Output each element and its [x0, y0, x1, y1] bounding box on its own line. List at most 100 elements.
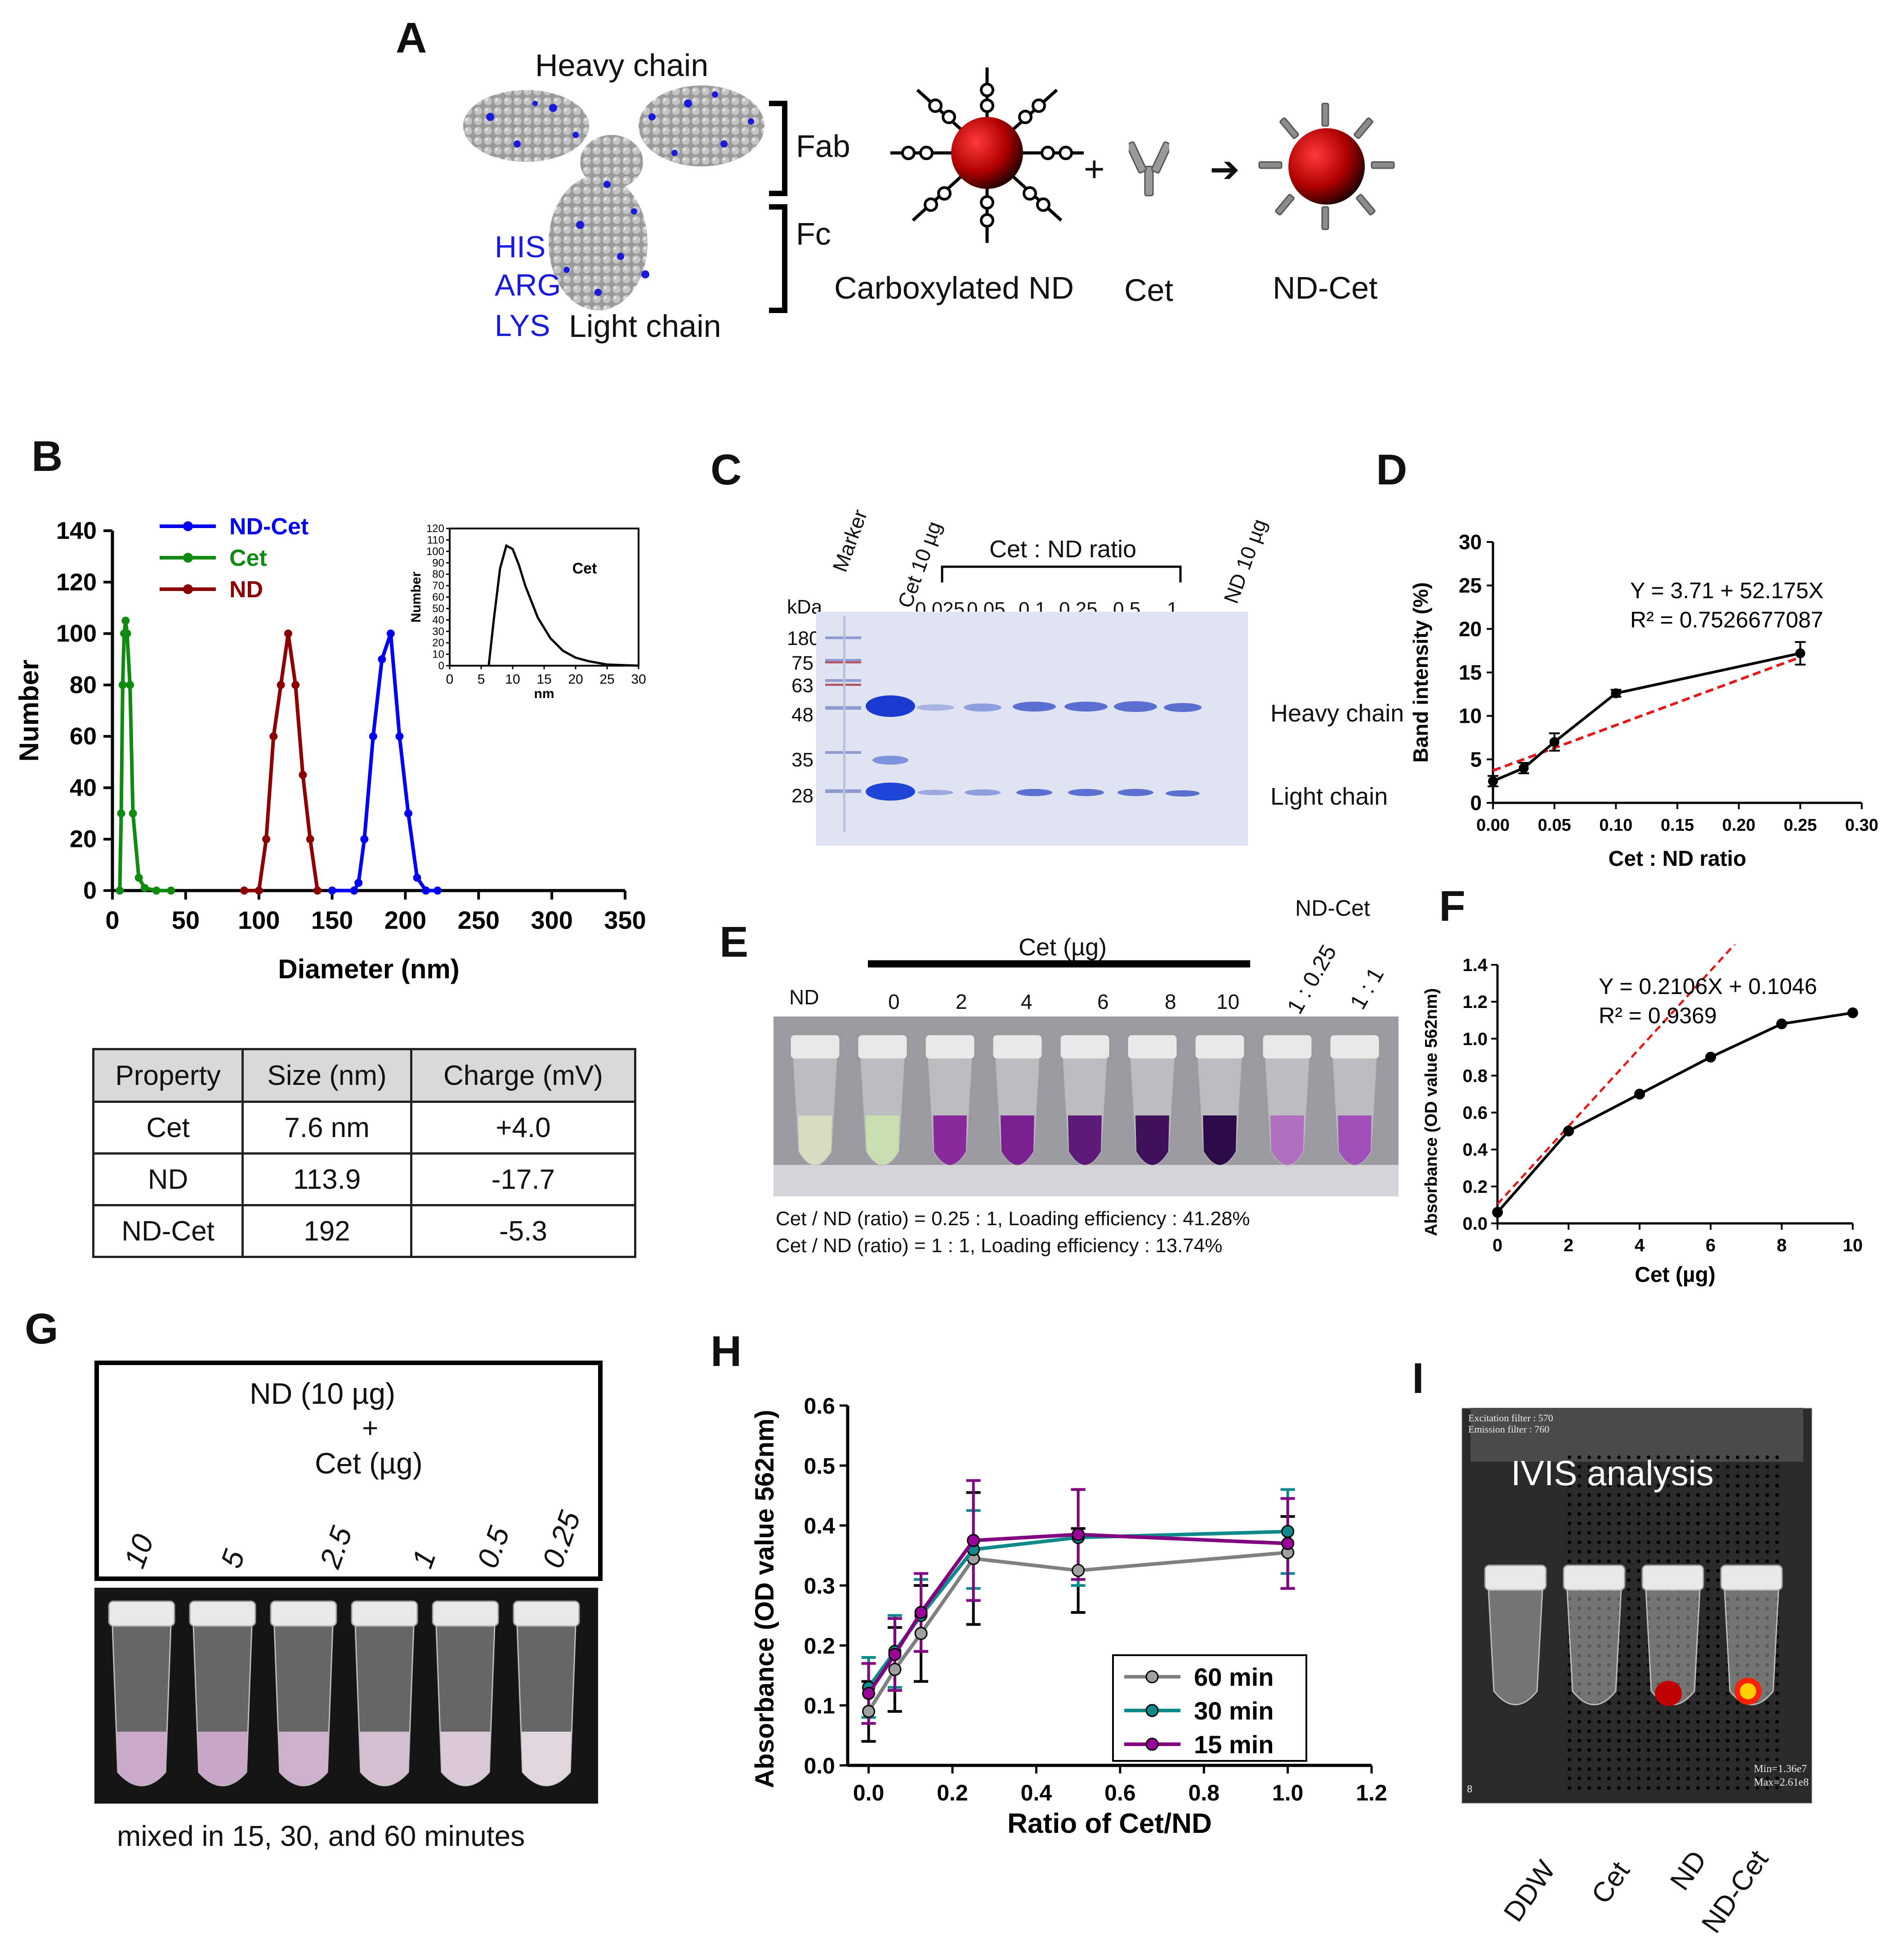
plate-hole	[1775, 1531, 1779, 1535]
plate-hole	[1617, 1701, 1621, 1705]
x-tick-label: 0.30	[1845, 816, 1878, 835]
inset-y-tick-label: 60	[432, 591, 444, 604]
data-point	[152, 887, 161, 895]
plate-hole	[1587, 1767, 1591, 1771]
plate-hole	[1765, 1503, 1769, 1506]
plate-hole	[1756, 1635, 1759, 1639]
plate-hole	[1726, 1512, 1730, 1516]
plate-hole	[1696, 1682, 1700, 1686]
plate-hole	[1647, 1777, 1650, 1780]
plate-hole	[1686, 1663, 1690, 1667]
plate-hole	[1756, 1711, 1759, 1714]
plate-hole	[1617, 1474, 1621, 1478]
plate-hole	[1587, 1531, 1591, 1535]
data-point	[129, 809, 137, 818]
plate-hole	[1597, 1644, 1601, 1648]
plate-hole	[1736, 1597, 1739, 1601]
plate-hole	[1756, 1616, 1759, 1620]
plate-hole	[1756, 1540, 1759, 1544]
plate-hole	[1647, 1503, 1650, 1506]
y-tick-label: 1.2	[1462, 992, 1488, 1012]
plate-hole	[1578, 1663, 1581, 1667]
x-tick-label: 8	[1777, 1236, 1787, 1255]
plate-hole	[1617, 1729, 1621, 1733]
tube-body	[1566, 1589, 1622, 1706]
plate-hole	[1627, 1522, 1631, 1525]
table-cell: ND	[92, 1152, 244, 1206]
plate-hole	[1746, 1720, 1749, 1724]
plate-hole	[1686, 1701, 1690, 1705]
plate-hole	[1676, 1626, 1680, 1629]
plate-hole	[1716, 1597, 1720, 1601]
y-tick-label: 0.4	[804, 1514, 835, 1539]
data-point	[134, 873, 143, 882]
plate-hole	[1756, 1644, 1759, 1648]
plate-hole	[1587, 1503, 1591, 1506]
band-intensity-chart: 0 5 10 15 20 25 30 0.00 0.05 0.10 0.15 0.20 0.25 0.30…	[1409, 530, 1878, 871]
plate-hole	[1696, 1739, 1700, 1742]
plate-hole	[1667, 1540, 1670, 1544]
plate-hole	[1686, 1493, 1690, 1497]
data-point	[1072, 1564, 1085, 1577]
plate-hole	[1597, 1597, 1601, 1601]
panel-letter-f: F	[1439, 882, 1466, 930]
data-point	[255, 887, 263, 895]
table-row: ND-Cet 192 -5.3	[92, 1204, 637, 1258]
plate-hole	[1756, 1663, 1759, 1667]
plate-hole	[1716, 1493, 1720, 1497]
plate-hole	[1676, 1644, 1680, 1648]
plate-hole	[1627, 1720, 1631, 1724]
plate-hole	[1568, 1786, 1571, 1790]
g-line2: +	[362, 1413, 379, 1444]
plate-hole	[1627, 1644, 1631, 1648]
plate-hole	[1706, 1682, 1710, 1686]
y-tick-label: 15	[1459, 661, 1482, 684]
carboxylated-nd-label: Carboxylated ND	[834, 270, 1074, 305]
plate-hole	[1657, 1503, 1660, 1506]
plate-hole	[1676, 1550, 1680, 1554]
plate-hole	[1756, 1748, 1759, 1752]
ivis-label-ddw: DDW	[1497, 1855, 1562, 1928]
nd-cet-signal-core	[1740, 1683, 1756, 1699]
y-tick-label: 80	[70, 672, 97, 699]
plate-hole	[1587, 1540, 1591, 1544]
plate-hole	[1667, 1607, 1670, 1610]
legend-label: 30 min	[1194, 1697, 1274, 1725]
legend-marker	[183, 584, 193, 594]
plate-hole	[1637, 1616, 1640, 1620]
plate-hole	[1696, 1786, 1700, 1790]
tube-liquid	[360, 1732, 409, 1786]
x-tick-label: 0	[105, 906, 119, 934]
plate-hole	[1647, 1767, 1650, 1771]
plate-hole	[1706, 1616, 1710, 1620]
plate-hole	[1637, 1635, 1640, 1639]
plate-hole	[1647, 1701, 1650, 1705]
plate-hole	[1686, 1626, 1690, 1629]
plate-hole	[1607, 1701, 1611, 1705]
plate-hole	[1775, 1786, 1779, 1790]
plate-hole	[1716, 1673, 1720, 1676]
plate-hole	[1746, 1635, 1749, 1639]
data-point	[123, 629, 131, 638]
plate-hole	[1647, 1607, 1650, 1610]
property-table: Property Size (nm) Charge (mV) Cet 7.6 n…	[92, 1048, 637, 1258]
plate-hole	[1765, 1739, 1769, 1742]
plate-hole	[1686, 1616, 1690, 1620]
plate-hole	[1667, 1663, 1670, 1667]
plate-hole	[1765, 1682, 1769, 1686]
plate-hole	[1657, 1493, 1660, 1497]
plate-hole	[1637, 1663, 1640, 1667]
plate-hole	[1578, 1531, 1581, 1535]
x-tick-label: 0.05	[1538, 816, 1571, 835]
plate-hole	[1676, 1635, 1680, 1639]
plate-hole	[1746, 1626, 1749, 1629]
plate-hole	[1607, 1465, 1611, 1469]
inset-x-tick-label: 10	[505, 672, 520, 687]
plate-hole	[1736, 1777, 1739, 1780]
tube-cap	[270, 1600, 337, 1627]
plate-hole	[1756, 1559, 1759, 1563]
plate-hole	[1667, 1531, 1670, 1535]
gel-lane-marker-label: Marker	[827, 506, 872, 575]
data-point	[306, 835, 314, 843]
data-point	[1519, 763, 1529, 773]
